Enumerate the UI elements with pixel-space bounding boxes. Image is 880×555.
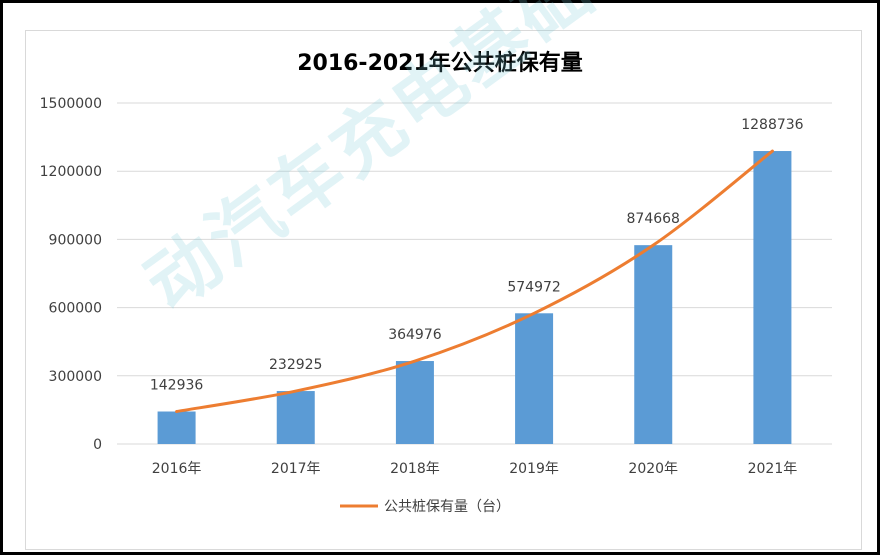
x-tick-label: 2017年 <box>271 461 321 477</box>
y-tick-label: 1200000 <box>40 164 102 180</box>
y-axis-ticks: 0 300000 600000 900000 1200000 1500000 <box>40 96 102 453</box>
legend-label: 公共桩保有量（台） <box>384 498 510 515</box>
data-label: 142936 <box>150 378 204 394</box>
data-label: 574972 <box>507 279 560 295</box>
bar <box>515 313 554 444</box>
chart-title: 2016-2021年公共桩保有量 <box>297 50 583 76</box>
bar <box>395 361 434 444</box>
series-line <box>175 149 774 414</box>
y-tick-label: 900000 <box>49 232 102 248</box>
gridlines <box>117 102 832 445</box>
bar <box>276 391 315 444</box>
bar <box>753 151 792 444</box>
data-label: 364976 <box>388 327 442 343</box>
data-label: 1288736 <box>741 117 803 133</box>
bars <box>157 151 792 444</box>
y-tick-label: 600000 <box>49 301 102 317</box>
y-tick-label: 0 <box>93 437 102 453</box>
data-labels: 142936 232925 364976 574972 874668 1288736 <box>150 117 804 393</box>
x-tick-label: 2020年 <box>628 461 678 477</box>
x-tick-label: 2018年 <box>390 461 440 477</box>
x-tick-label: 2021年 <box>748 461 798 477</box>
x-axis-ticks: 2016年 2017年 2018年 2019年 2020年 2021年 <box>152 461 797 477</box>
y-tick-label: 1500000 <box>40 96 102 112</box>
bar <box>157 411 196 444</box>
x-tick-label: 2019年 <box>509 461 559 477</box>
data-label: 874668 <box>627 211 680 227</box>
data-label: 232925 <box>269 357 322 373</box>
bar <box>634 245 673 444</box>
chart-area <box>25 30 862 550</box>
legend: 公共桩保有量（台） <box>340 498 510 515</box>
trend-line <box>175 149 774 414</box>
y-tick-label: 300000 <box>49 369 102 385</box>
x-tick-label: 2016年 <box>152 461 202 477</box>
